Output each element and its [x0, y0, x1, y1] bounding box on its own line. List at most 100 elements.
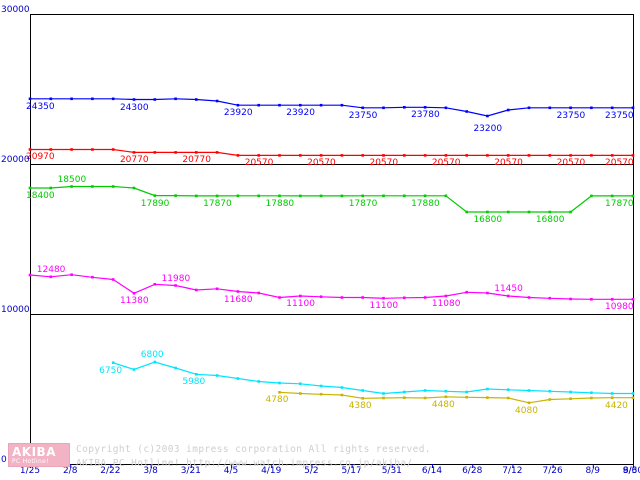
data-point [91, 97, 94, 101]
data-label: 18500 [57, 174, 87, 185]
data-label: 4080 [515, 405, 538, 416]
data-point [569, 210, 572, 214]
data-point [403, 154, 406, 157]
data-point [132, 98, 136, 101]
data-point [174, 284, 177, 287]
data-point [195, 194, 198, 198]
data-point [506, 210, 510, 214]
data-label: 17870 [348, 198, 378, 209]
data-point [215, 194, 219, 198]
akiba-logo: AKIBA PC Hotline! [8, 443, 70, 467]
data-point [195, 98, 198, 101]
data-label: 24350 [26, 101, 55, 112]
x-tick-label: 2/22 [100, 466, 121, 476]
data-point [319, 194, 323, 198]
data-point [49, 275, 53, 279]
data-point [423, 154, 427, 157]
data-label: 18400 [26, 191, 55, 201]
data-point [215, 374, 219, 377]
data-point [91, 148, 94, 151]
data-point [569, 154, 572, 157]
data-point [319, 154, 323, 157]
data-point [569, 390, 572, 394]
data-point [382, 106, 385, 110]
data-label: 6750 [99, 365, 123, 376]
data-point [486, 396, 489, 399]
data-point [215, 151, 219, 154]
x-tick-label: 6/28 [462, 466, 483, 476]
data-point [423, 296, 427, 299]
data-point [174, 151, 177, 154]
data-point [382, 154, 385, 157]
data-label: 11100 [369, 301, 399, 312]
data-point [506, 154, 510, 157]
data-point [361, 397, 364, 400]
data-label: 20970 [26, 152, 55, 163]
y-tick-label: 30000 [1, 5, 30, 15]
data-point [257, 154, 260, 157]
y-tick-label: 0 [1, 455, 7, 465]
data-point [340, 154, 344, 157]
data-point [174, 366, 177, 370]
data-point [631, 396, 635, 399]
data-point [257, 380, 260, 383]
data-point [299, 294, 302, 298]
data-point [28, 186, 32, 190]
data-point [28, 97, 32, 101]
data-point [403, 396, 406, 399]
data-point [299, 103, 302, 107]
data-point [319, 295, 323, 298]
data-point [486, 154, 489, 157]
source-url-line: AKIBA PC Hotline! http://www.watch.impre… [76, 458, 413, 469]
data-point [49, 148, 53, 151]
data-label: 17880 [411, 198, 440, 209]
data-point [111, 185, 115, 188]
series-line-series-blue [30, 98, 633, 117]
series-line-series-cyan [113, 361, 633, 395]
data-point [153, 151, 157, 154]
data-point [340, 194, 344, 198]
data-point [49, 97, 53, 101]
data-point [423, 396, 427, 400]
data-point [486, 291, 489, 295]
data-point [610, 154, 614, 157]
data-label: 4480 [431, 399, 455, 410]
data-point [444, 294, 448, 298]
data-point [153, 98, 157, 101]
data-point [70, 273, 73, 276]
data-point [506, 294, 510, 298]
x-tick-label: 5/17 [341, 466, 362, 476]
data-point [610, 396, 614, 399]
data-point [465, 154, 468, 157]
data-label: 23200 [473, 124, 503, 134]
data-point [423, 106, 427, 109]
data-point [527, 296, 531, 299]
data-point [590, 391, 593, 394]
data-point [319, 103, 323, 107]
data-point [590, 396, 593, 400]
data-point [361, 389, 364, 392]
data-point [278, 154, 281, 157]
data-point [506, 388, 510, 391]
data-point [548, 389, 552, 393]
data-label: 23780 [411, 110, 440, 121]
data-label: 24300 [119, 102, 149, 113]
data-point [215, 99, 219, 103]
data-point [465, 290, 468, 294]
data-label: 11380 [119, 296, 149, 307]
data-point [486, 387, 489, 391]
data-point [132, 368, 136, 371]
data-point [465, 110, 468, 113]
data-point [610, 194, 614, 198]
x-tick-label: 8/9 [585, 466, 601, 476]
data-point [548, 296, 552, 300]
data-point [236, 290, 240, 293]
data-point [361, 154, 364, 157]
data-point [340, 386, 344, 389]
akiba-logo-sub: PC Hotline! [12, 458, 49, 465]
data-point [319, 392, 323, 396]
data-label: 11080 [431, 299, 461, 309]
data-point [382, 296, 385, 300]
data-label: 23920 [223, 108, 253, 119]
